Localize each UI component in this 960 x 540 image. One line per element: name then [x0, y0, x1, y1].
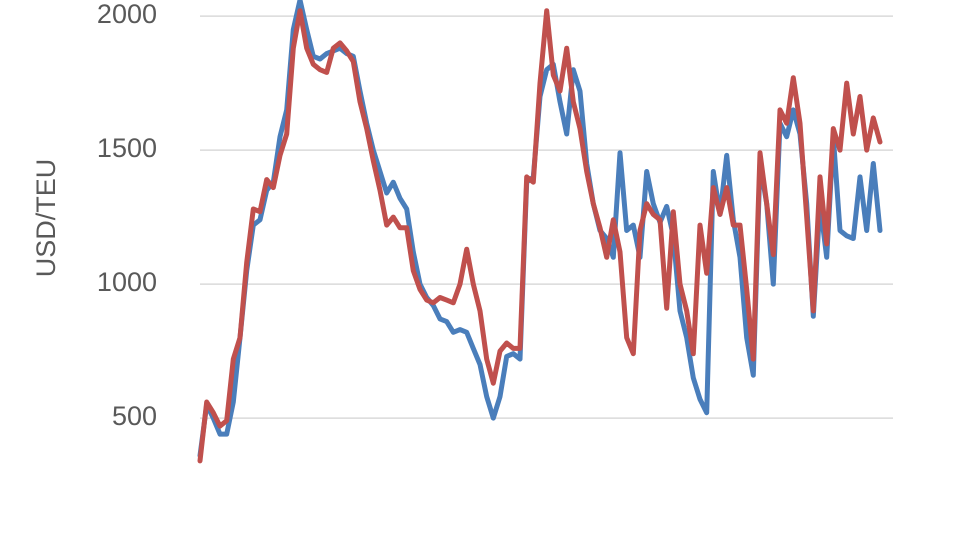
- y-tick-label: 1500: [97, 133, 157, 163]
- y-tick-label: 500: [112, 401, 157, 431]
- series-line: [197, 8, 883, 464]
- y-tick-label: 2000: [97, 0, 157, 29]
- y-axis-label: USD/TEU: [31, 159, 61, 278]
- y-tick-label: 1000: [97, 267, 157, 297]
